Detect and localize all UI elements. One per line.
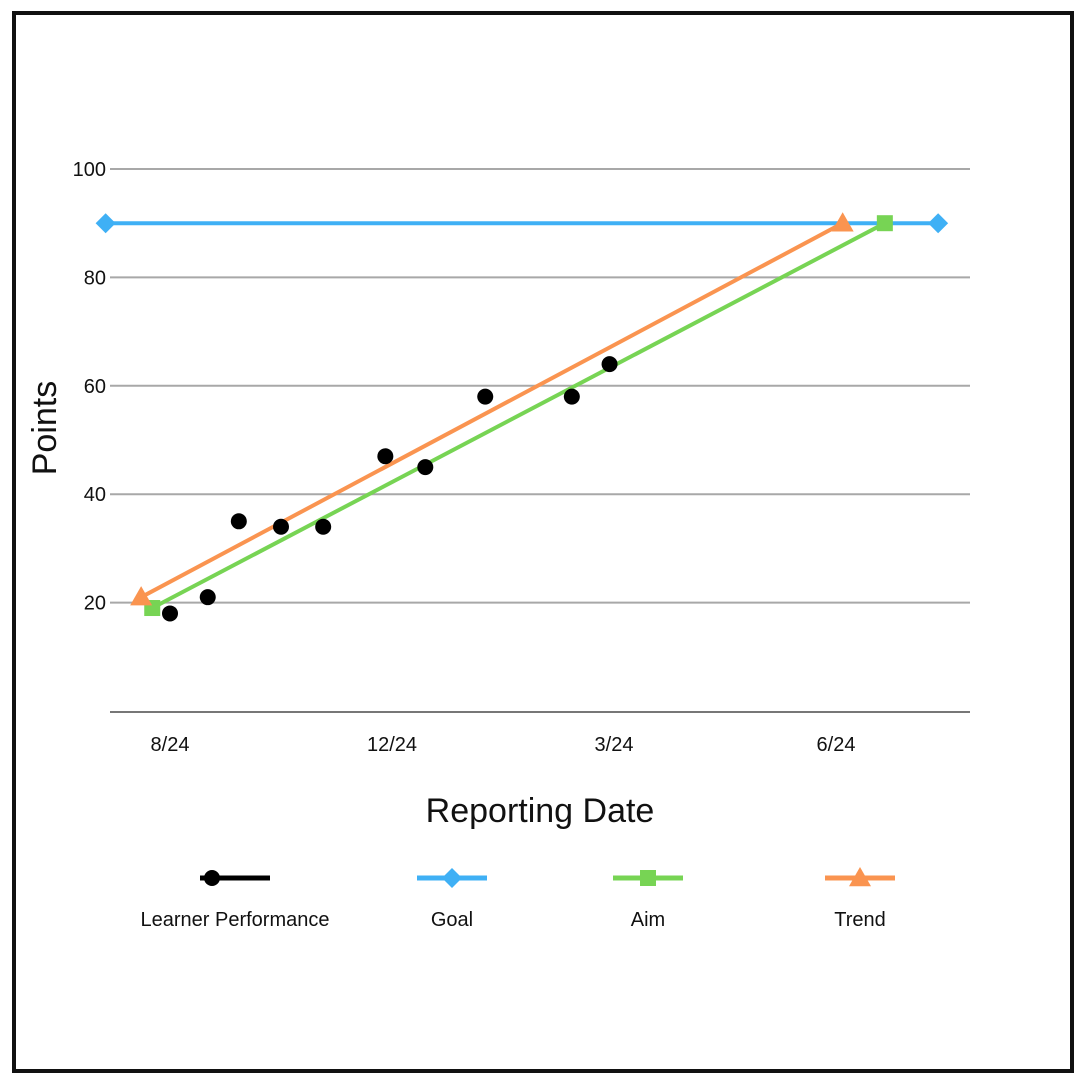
aim-point <box>876 215 893 232</box>
legend: Learner Performance Goal Aim Trend <box>141 867 895 931</box>
legend-item-goal: Goal <box>417 868 487 931</box>
trend-point <box>831 212 854 232</box>
learner-performance-point <box>477 388 494 405</box>
legend-label: Aim <box>631 909 665 931</box>
learner-performance-point <box>199 589 216 606</box>
y-tick-label: 20 <box>84 593 106 615</box>
series-goal <box>95 213 949 234</box>
x-tick-label: 8/24 <box>151 734 190 756</box>
y-tick-label: 40 <box>84 484 106 506</box>
legend-marker <box>640 870 656 886</box>
y-tick-label: 80 <box>84 267 106 289</box>
legend-item-learner-performance: Learner Performance <box>141 870 330 931</box>
x-tick-labels: 8/24 12/24 3/24 6/24 <box>151 734 856 756</box>
learner-performance-point <box>563 388 580 405</box>
legend-item-aim: Aim <box>613 870 683 931</box>
aim-line <box>151 221 886 610</box>
y-tick-label: 60 <box>84 376 106 398</box>
learner-performance-point <box>230 513 247 530</box>
trend-line <box>140 221 844 599</box>
legend-item-trend: Trend <box>825 867 895 931</box>
x-tick-label: 3/24 <box>595 734 634 756</box>
x-axis-label: Reporting Date <box>426 792 655 830</box>
series-trend <box>130 212 854 606</box>
y-tick-label: 100 <box>73 159 106 181</box>
x-tick-label: 12/24 <box>367 734 417 756</box>
legend-marker <box>849 867 871 887</box>
y-axis-label: Points <box>26 381 64 476</box>
x-tick-label: 6/24 <box>817 734 856 756</box>
learner-performance-point <box>273 518 289 535</box>
series-learner-performance <box>162 356 618 622</box>
goal-point <box>928 213 949 234</box>
legend-marker <box>204 870 220 886</box>
legend-label: Trend <box>834 909 886 931</box>
learner-performance-point <box>315 518 332 535</box>
trend-point <box>130 586 153 606</box>
series-aim <box>144 215 893 617</box>
series-layer <box>95 212 949 622</box>
learner-performance-point <box>417 459 434 476</box>
legend-label: Learner Performance <box>141 909 330 931</box>
grid-lines <box>110 168 970 604</box>
learner-performance-point <box>162 605 178 622</box>
y-tick-labels: 20 40 60 80 100 <box>73 159 106 615</box>
chart-frame <box>12 11 1074 1073</box>
legend-marker <box>442 868 462 888</box>
legend-label: Goal <box>431 909 473 931</box>
learner-performance-point <box>601 356 618 373</box>
goal-point <box>95 213 116 234</box>
learner-performance-point <box>377 448 394 465</box>
